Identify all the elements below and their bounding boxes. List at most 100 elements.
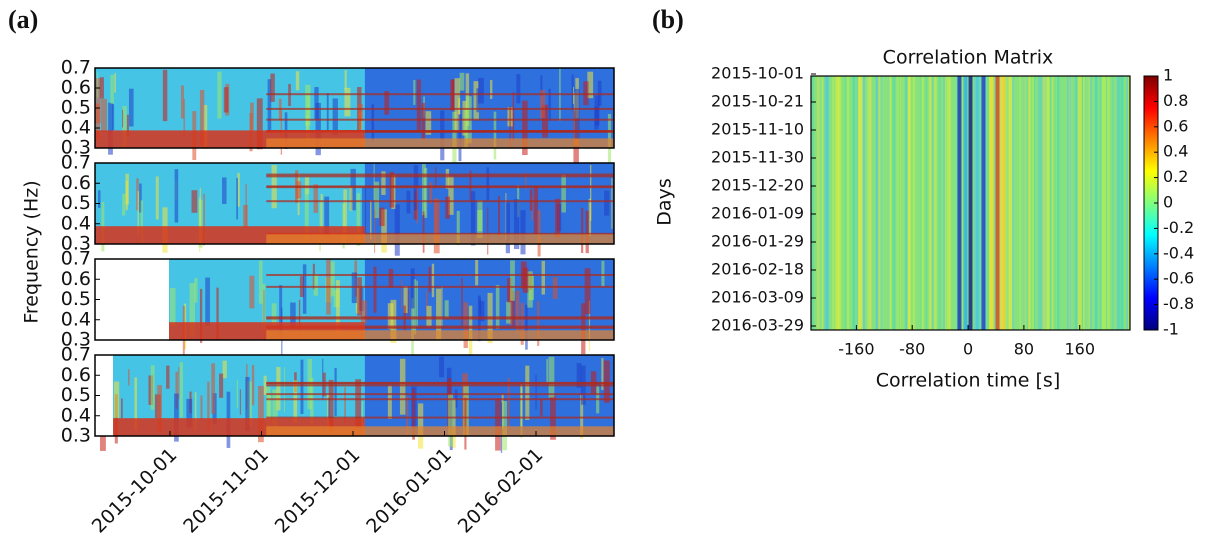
y-tick-label: 2015-11-30 xyxy=(711,148,804,167)
texture xyxy=(137,191,139,235)
y-tick-label: 0.7 xyxy=(61,248,91,270)
texture xyxy=(903,76,905,330)
texture xyxy=(431,263,435,298)
y-tick-label: 0.3 xyxy=(61,233,91,255)
texture xyxy=(900,76,902,330)
texture xyxy=(1117,76,1121,330)
texture xyxy=(350,168,356,211)
texture xyxy=(888,76,890,330)
texture xyxy=(258,260,263,304)
spectrogram xyxy=(95,355,614,453)
texture xyxy=(245,377,250,431)
texture xyxy=(1074,76,1077,330)
texture xyxy=(1087,76,1090,330)
texture xyxy=(1104,76,1107,330)
texture xyxy=(310,377,314,426)
colorbar-tick-label: 0.8 xyxy=(1163,91,1188,110)
texture xyxy=(507,377,510,429)
texture xyxy=(495,398,501,451)
y-tick-label: 0.6 xyxy=(61,364,91,386)
texture xyxy=(445,168,450,189)
texture xyxy=(1055,76,1057,330)
texture xyxy=(266,326,614,329)
texture xyxy=(406,396,409,437)
texture xyxy=(527,271,533,308)
texture xyxy=(207,381,210,431)
texture xyxy=(921,76,924,330)
texture xyxy=(506,301,511,324)
y-tick-label: 0.4 xyxy=(61,404,91,426)
texture xyxy=(856,76,859,330)
texture xyxy=(458,98,461,115)
texture xyxy=(222,177,227,204)
texture xyxy=(332,98,338,136)
texture xyxy=(178,367,180,399)
texture xyxy=(266,173,614,176)
texture xyxy=(542,104,549,138)
texture xyxy=(1112,76,1114,330)
texture xyxy=(525,172,527,190)
texture xyxy=(548,356,555,398)
y-tick-label: 2016-01-29 xyxy=(711,232,804,251)
texture xyxy=(205,277,210,326)
texture xyxy=(456,210,460,246)
texture xyxy=(1045,76,1049,330)
chart-title: Correlation Matrix xyxy=(883,47,1054,69)
texture xyxy=(1056,76,1060,330)
texture xyxy=(834,76,838,330)
texture xyxy=(99,77,104,99)
texture xyxy=(907,76,911,330)
texture xyxy=(249,275,255,309)
texture xyxy=(535,374,537,410)
texture xyxy=(515,290,520,332)
texture xyxy=(113,381,120,418)
texture xyxy=(200,395,203,421)
texture xyxy=(1047,76,1051,330)
colorbar-tick-label: -0.8 xyxy=(1163,294,1194,313)
texture xyxy=(128,88,134,127)
texture xyxy=(150,365,155,410)
texture xyxy=(357,277,362,316)
texture xyxy=(1082,76,1084,330)
texture xyxy=(95,78,101,124)
y-tick-label: 0.5 xyxy=(61,192,91,214)
texture xyxy=(428,266,431,293)
texture xyxy=(509,286,513,325)
texture xyxy=(448,394,453,447)
y-tick-label: 2015-11-10 xyxy=(711,120,804,139)
texture xyxy=(832,76,835,330)
texture xyxy=(126,114,129,137)
y-tick-label: 0.5 xyxy=(61,384,91,406)
texture xyxy=(587,71,594,99)
texture xyxy=(861,76,865,330)
texture xyxy=(548,88,551,121)
texture xyxy=(426,305,432,327)
texture xyxy=(931,76,934,330)
y-tick-label: 0.3 xyxy=(61,329,91,351)
texture xyxy=(533,185,539,235)
texture xyxy=(266,175,614,178)
texture xyxy=(1068,76,1072,330)
texture xyxy=(429,182,433,204)
texture xyxy=(422,211,425,253)
colorbar-tick-label: 0 xyxy=(1163,193,1173,212)
y-tick-label: 0.4 xyxy=(61,212,91,234)
texture xyxy=(183,99,185,138)
y-tick-label: 0.5 xyxy=(61,288,91,310)
texture xyxy=(186,398,193,428)
texture xyxy=(257,385,264,443)
texture xyxy=(1102,76,1106,330)
texture xyxy=(860,76,864,330)
texture xyxy=(293,380,298,423)
texture xyxy=(237,172,240,207)
texture xyxy=(263,289,265,340)
x-tick-label: 0 xyxy=(963,340,973,359)
texture xyxy=(381,209,387,253)
texture xyxy=(211,363,216,414)
texture xyxy=(821,76,824,330)
texture xyxy=(162,69,168,122)
y-axis-label: Days xyxy=(654,178,676,225)
texture xyxy=(328,379,334,433)
texture xyxy=(203,104,208,149)
texture xyxy=(139,183,142,213)
